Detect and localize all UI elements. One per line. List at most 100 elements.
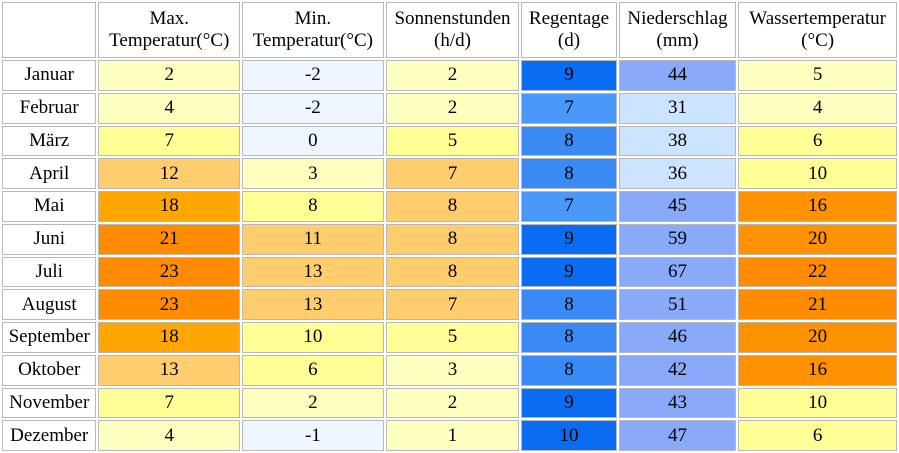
table-row: Oktober 13 6 3 8 42 16 <box>2 354 897 386</box>
precipitation-cell: 51 <box>618 289 737 320</box>
max-temp-cell: 23 <box>98 256 241 288</box>
sunshine-cell: 1 <box>385 420 520 451</box>
table-row: März 7 0 5 8 38 6 <box>2 125 897 157</box>
month-label: März <box>2 125 97 157</box>
min-temp-cell: 13 <box>242 289 384 320</box>
month-label: April <box>2 158 97 189</box>
sunshine-cell: 2 <box>385 92 520 124</box>
table-row: Juni 21 11 8 9 59 20 <box>2 223 897 255</box>
table-row: April 12 3 7 8 36 10 <box>2 158 897 189</box>
max-temp-cell: 7 <box>98 387 241 419</box>
min-temp-cell: 0 <box>242 125 384 157</box>
precipitation-cell: 43 <box>618 387 737 419</box>
table-row: August 23 13 7 8 51 21 <box>2 289 897 320</box>
month-label: Mai <box>2 191 97 222</box>
water-temp-cell: 16 <box>738 191 897 222</box>
precipitation-cell: 59 <box>618 223 737 255</box>
table-row: Dezember 4 -1 1 10 47 6 <box>2 420 897 451</box>
sunshine-cell: 8 <box>385 256 520 288</box>
header-row: Max. Temperatur(°C) Min. Temperatur(°C) So… <box>2 2 897 58</box>
sunshine-cell: 8 <box>385 191 520 222</box>
month-label: Juni <box>2 223 97 255</box>
header-max-temperature: Max. Temperatur(°C) <box>98 2 241 58</box>
table-row: September 18 10 5 8 46 20 <box>2 322 897 353</box>
precipitation-cell: 38 <box>618 125 737 157</box>
min-temp-cell: 2 <box>242 387 384 419</box>
min-temp-cell: -2 <box>242 60 384 91</box>
precipitation-cell: 67 <box>618 256 737 288</box>
rain-days-cell: 8 <box>521 158 617 189</box>
precipitation-cell: 31 <box>618 92 737 124</box>
rain-days-cell: 9 <box>521 387 617 419</box>
rain-days-cell: 8 <box>521 322 617 353</box>
table-row: Mai 18 8 8 7 45 16 <box>2 191 897 222</box>
water-temp-cell: 21 <box>738 289 897 320</box>
max-temp-cell: 7 <box>98 125 241 157</box>
water-temp-cell: 20 <box>738 322 897 353</box>
max-temp-cell: 18 <box>98 191 241 222</box>
sunshine-cell: 7 <box>385 158 520 189</box>
sunshine-cell: 3 <box>385 354 520 386</box>
max-temp-cell: 23 <box>98 289 241 320</box>
max-temp-cell: 2 <box>98 60 241 91</box>
month-label: September <box>2 322 97 353</box>
min-temp-cell: 10 <box>242 322 384 353</box>
rain-days-cell: 7 <box>521 92 617 124</box>
precipitation-cell: 44 <box>618 60 737 91</box>
month-label: Februar <box>2 92 97 124</box>
precipitation-cell: 47 <box>618 420 737 451</box>
month-label: Januar <box>2 60 97 91</box>
table-row: Januar 2 -2 2 9 44 5 <box>2 60 897 91</box>
water-temp-cell: 20 <box>738 223 897 255</box>
header-sunshine-hours: Sonnenstunden (h/d) <box>385 2 520 58</box>
table-row: Februar 4 -2 2 7 31 4 <box>2 92 897 124</box>
precipitation-cell: 42 <box>618 354 737 386</box>
sunshine-cell: 8 <box>385 223 520 255</box>
min-temp-cell: -1 <box>242 420 384 451</box>
table-header: Max. Temperatur(°C) Min. Temperatur(°C) So… <box>2 2 897 58</box>
month-label: August <box>2 289 97 320</box>
water-temp-cell: 10 <box>738 387 897 419</box>
min-temp-cell: 3 <box>242 158 384 189</box>
water-temp-cell: 6 <box>738 125 897 157</box>
water-temp-cell: 10 <box>738 158 897 189</box>
header-min-temperature: Min. Temperatur(°C) <box>242 2 384 58</box>
sunshine-cell: 7 <box>385 289 520 320</box>
sunshine-cell: 5 <box>385 322 520 353</box>
water-temp-cell: 16 <box>738 354 897 386</box>
rain-days-cell: 10 <box>521 420 617 451</box>
rain-days-cell: 9 <box>521 60 617 91</box>
precipitation-cell: 36 <box>618 158 737 189</box>
sunshine-cell: 5 <box>385 125 520 157</box>
sunshine-cell: 2 <box>385 387 520 419</box>
min-temp-cell: -2 <box>242 92 384 124</box>
precipitation-cell: 46 <box>618 322 737 353</box>
max-temp-cell: 21 <box>98 223 241 255</box>
corner-cell <box>2 2 97 58</box>
table-row: November 7 2 2 9 43 10 <box>2 387 897 419</box>
rain-days-cell: 8 <box>521 125 617 157</box>
max-temp-cell: 18 <box>98 322 241 353</box>
header-precipitation: Niederschlag (mm) <box>618 2 737 58</box>
water-temp-cell: 6 <box>738 420 897 451</box>
min-temp-cell: 13 <box>242 256 384 288</box>
table-row: Juli 23 13 8 9 67 22 <box>2 256 897 288</box>
water-temp-cell: 5 <box>738 60 897 91</box>
rain-days-cell: 9 <box>521 256 617 288</box>
min-temp-cell: 11 <box>242 223 384 255</box>
rain-days-cell: 9 <box>521 223 617 255</box>
table-body: Januar 2 -2 2 9 44 5 Februar 4 -2 2 7 31 4 März 7 0 5 8 38 6… <box>2 60 897 451</box>
max-temp-cell: 12 <box>98 158 241 189</box>
min-temp-cell: 8 <box>242 191 384 222</box>
rain-days-cell: 8 <box>521 354 617 386</box>
water-temp-cell: 22 <box>738 256 897 288</box>
month-label: November <box>2 387 97 419</box>
max-temp-cell: 4 <box>98 92 241 124</box>
water-temp-cell: 4 <box>738 92 897 124</box>
month-label: Oktober <box>2 354 97 386</box>
sunshine-cell: 2 <box>385 60 520 91</box>
max-temp-cell: 13 <box>98 354 241 386</box>
month-label: Juli <box>2 256 97 288</box>
header-water-temperature: Wassertemperatur (°C) <box>738 2 897 58</box>
